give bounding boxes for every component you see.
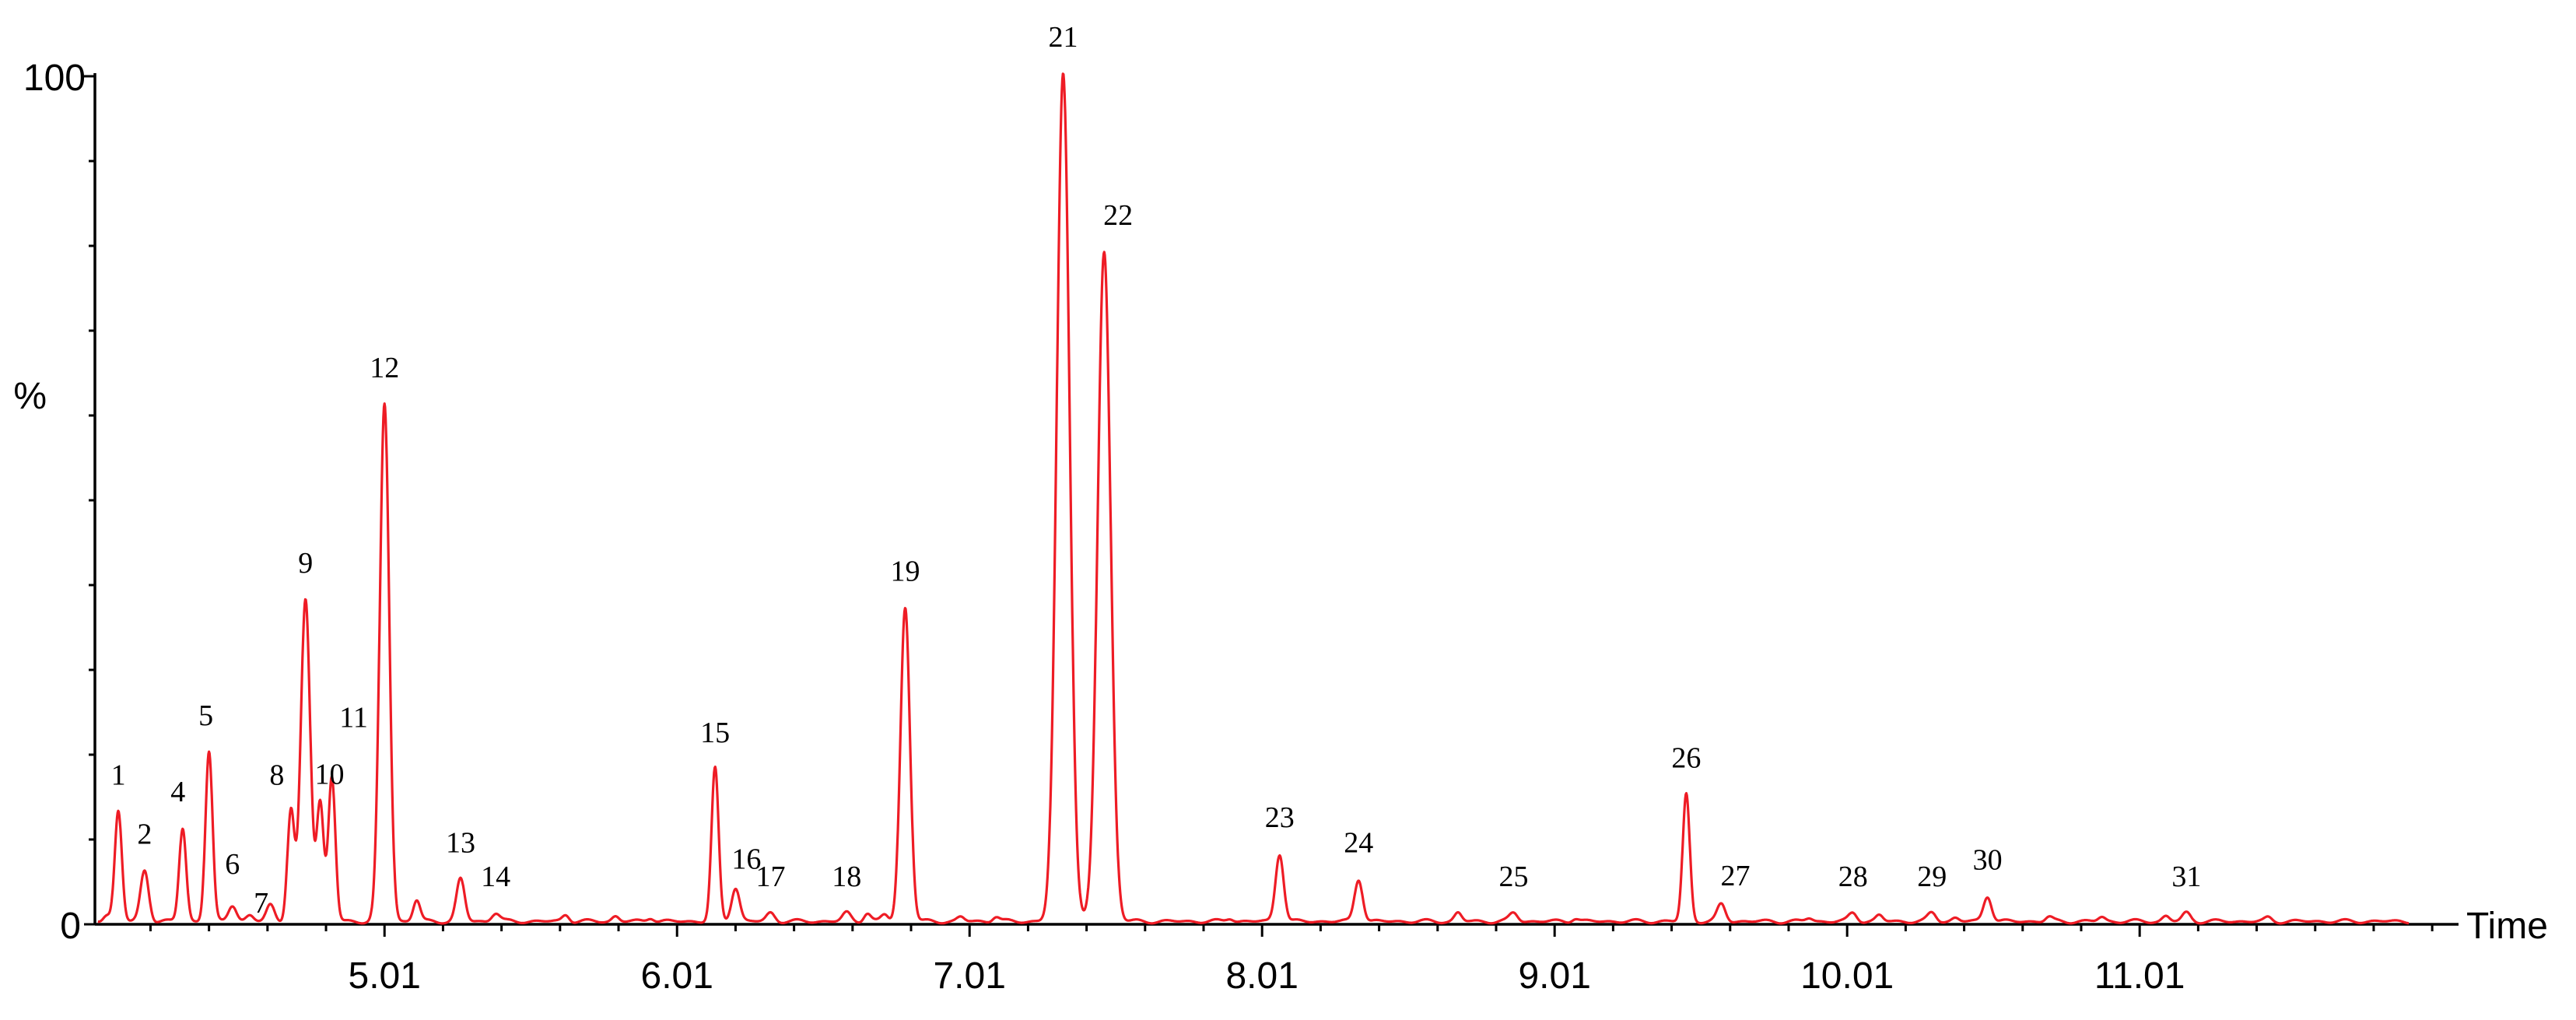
peak-label-4: 4 xyxy=(170,776,185,808)
y-tick-label-100: 100 xyxy=(23,58,86,99)
peak-label-13: 13 xyxy=(446,827,475,860)
x-axis-label: Time xyxy=(2466,906,2548,947)
peak-label-15: 15 xyxy=(700,717,730,749)
chromatogram-trace xyxy=(96,72,2410,925)
peak-label-2: 2 xyxy=(137,818,152,851)
y-tick-label-0: 0 xyxy=(60,906,81,947)
peak-label-9: 9 xyxy=(298,547,313,580)
peak-label-23: 23 xyxy=(1265,801,1295,834)
x-tick-label: 10.01 xyxy=(1800,955,1894,997)
x-tick-label: 7.01 xyxy=(933,955,1005,997)
peak-label-1: 1 xyxy=(111,759,126,791)
peak-label-17: 17 xyxy=(756,861,786,893)
peak-label-28: 28 xyxy=(1838,861,1868,893)
peak-label-22: 22 xyxy=(1103,199,1133,232)
peak-label-31: 31 xyxy=(2171,861,2201,893)
y-axis-label: % xyxy=(13,376,47,417)
peak-label-24: 24 xyxy=(1344,827,1373,860)
peak-label-14: 14 xyxy=(481,861,510,893)
peak-label-19: 19 xyxy=(890,556,920,588)
peak-label-8: 8 xyxy=(269,759,284,791)
peak-label-21: 21 xyxy=(1049,21,1078,54)
x-ticks: 5.01 6.01 7.01 8.01 9.01 10.01 11.01 xyxy=(149,924,2434,997)
peak-label-18: 18 xyxy=(832,861,861,893)
x-tick-label: 9.01 xyxy=(1518,955,1590,997)
x-tick-label: 8.01 xyxy=(1225,955,1298,997)
peak-label-29: 29 xyxy=(1917,861,1947,893)
peak-label-16: 16 xyxy=(731,843,761,875)
axes: 100 % 0 Time xyxy=(13,58,2548,947)
x-tick-label: 11.01 xyxy=(2094,955,2185,997)
peak-label-27: 27 xyxy=(1721,860,1751,892)
peak-label-26: 26 xyxy=(1671,742,1701,775)
peak-label-25: 25 xyxy=(1499,861,1529,893)
peak-label-7: 7 xyxy=(254,887,268,920)
y-minor-ticks xyxy=(89,159,95,841)
peak-label-30: 30 xyxy=(1973,843,2003,876)
peak-label-11: 11 xyxy=(339,702,368,734)
x-tick-label: 5.01 xyxy=(349,955,421,997)
x-tick-label: 6.01 xyxy=(641,955,713,997)
peak-label-10: 10 xyxy=(315,758,345,790)
peak-label-12: 12 xyxy=(370,352,399,384)
peak-label-6: 6 xyxy=(225,848,240,881)
peak-label-5: 5 xyxy=(198,699,213,732)
